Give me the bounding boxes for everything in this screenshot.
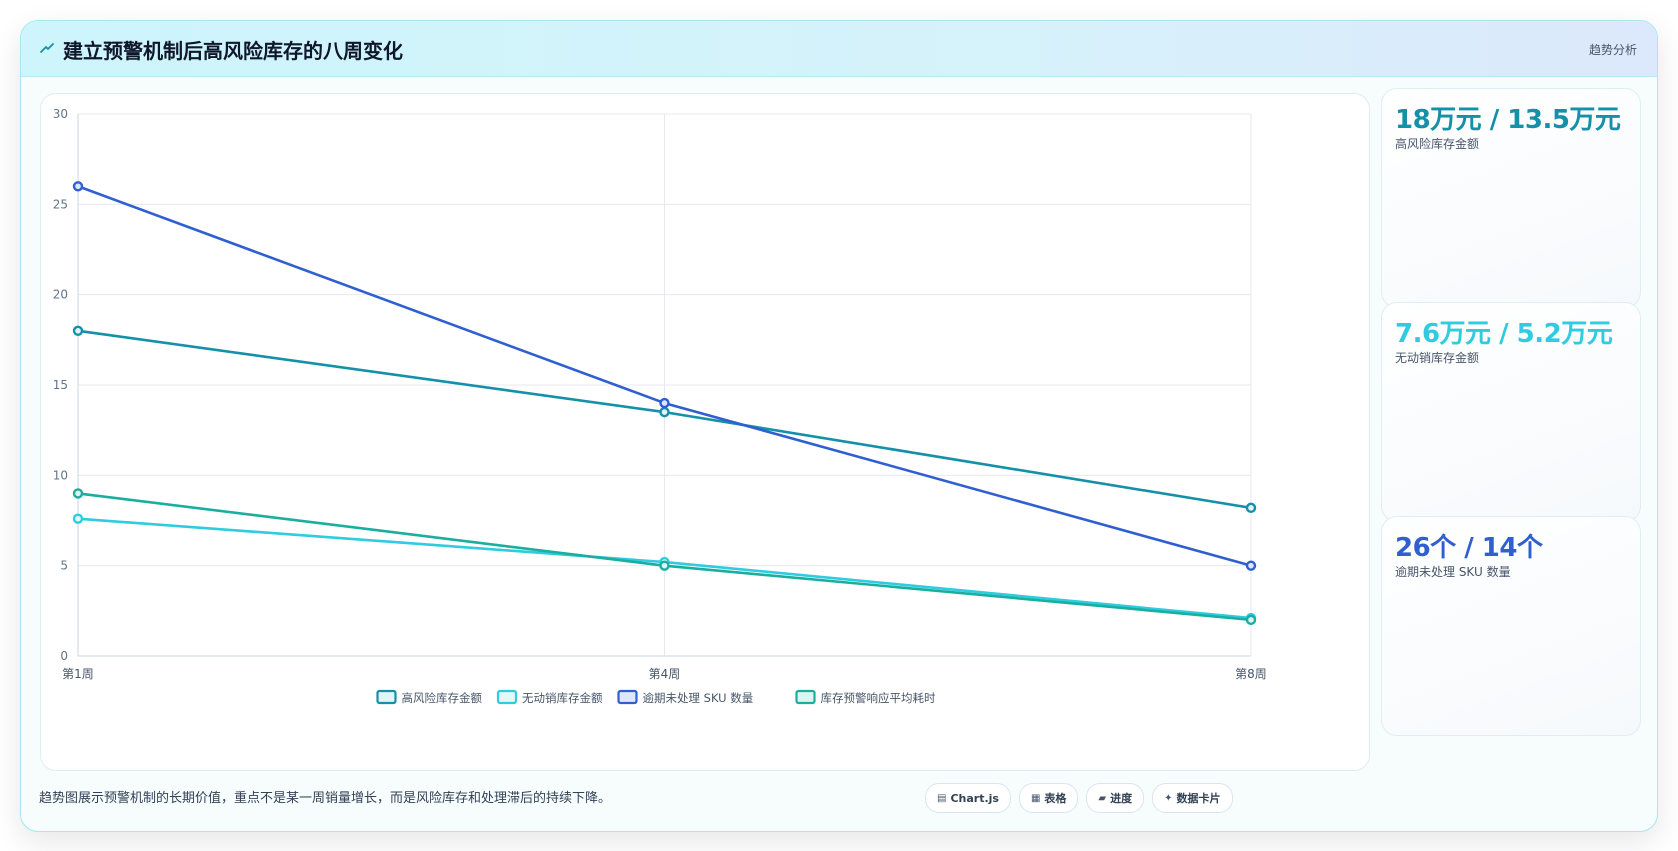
chart-panel: 0 5 10 15 20 25 30 第1周 第4周 第8周高风险库存金额 无动销库存金额 逾期未处理… xyxy=(40,93,1370,771)
stat-label: 逾期未处理 SKU 数量 xyxy=(1395,565,1511,579)
chip-chartjs[interactable]: ▤ Chart.js xyxy=(925,783,1011,813)
trend-icon xyxy=(40,43,54,53)
stat-value: 7.6万元 / 5.2万元 xyxy=(1395,319,1613,349)
stat-card-no-sales: 7.6万元 / 5.2万元 无动销库存金额 xyxy=(1381,302,1641,522)
y-tick-label: 20 xyxy=(53,288,68,302)
data-point xyxy=(72,488,84,499)
footer-note: 趋势图展示预警机制的长期价值，重点不是某一周销量增长，而是风险库存和处理滞后的持… xyxy=(39,791,612,806)
data-point xyxy=(72,513,84,524)
stat-value: 18万元 / 13.5万元 xyxy=(1395,105,1621,135)
y-tick-label: 15 xyxy=(53,378,68,392)
legend-swatch xyxy=(376,689,397,705)
chip-data-cards[interactable]: ✦ 数据卡片 xyxy=(1152,783,1233,813)
data-point xyxy=(1245,614,1257,626)
y-tick-label: 0 xyxy=(60,649,68,663)
header-tag: 趋势分析 xyxy=(1588,43,1637,57)
table-icon: ▦ xyxy=(1030,792,1041,804)
legend-swatch xyxy=(496,689,518,705)
stat-card-high-risk: 18万元 / 13.5万元 高风险库存金额 xyxy=(1381,88,1641,308)
chip-label: 数据卡片 xyxy=(1176,792,1221,805)
data-point xyxy=(659,397,670,409)
data-point xyxy=(1245,502,1257,514)
data-point xyxy=(1245,560,1257,571)
sparkle-icon: ✦ xyxy=(1164,792,1173,804)
legend-swatch xyxy=(617,689,638,705)
legend-label: 逾期未处理 SKU 数量 xyxy=(643,691,754,705)
card-header: 建立预警机制后高风险库存的八周变化 趋势分析 xyxy=(21,21,1657,77)
chip-progress[interactable]: ▰ 进度 xyxy=(1086,783,1145,813)
chart-icon: ▤ xyxy=(937,792,947,804)
legend-label: 高风险库存金额 xyxy=(402,691,483,705)
legend-label: 无动销库存金额 xyxy=(522,691,603,705)
y-tick-label: 30 xyxy=(53,107,68,121)
x-tick-label: 第1周 xyxy=(62,667,94,681)
progress-icon: ▰ xyxy=(1098,792,1107,804)
data-point xyxy=(72,181,84,192)
chip-table[interactable]: ▦ 表格 xyxy=(1018,783,1079,813)
chip-label: Chart.js xyxy=(950,791,999,805)
y-tick-label: 25 xyxy=(53,197,68,211)
trend-card: 建立预警机制后高风险库存的八周变化 趋势分析 0 5 10 15 20 25 30 第1周 第4… xyxy=(20,20,1658,832)
data-point xyxy=(72,325,84,337)
page-title: 建立预警机制后高风险库存的八周变化 xyxy=(63,39,403,63)
y-tick-label: 10 xyxy=(53,468,68,482)
data-point xyxy=(659,406,670,418)
x-tick-label: 第4周 xyxy=(649,667,681,681)
legend-swatch xyxy=(795,689,816,705)
stat-label: 高风险库存金额 xyxy=(1395,137,1480,151)
chip-group: ▤ Chart.js ▦ 表格 ▰ 进度 ✦ 数据卡片 xyxy=(925,783,1233,813)
stat-label: 无动销库存金额 xyxy=(1395,351,1480,365)
legend-label: 库存预警响应平均耗时 xyxy=(821,691,936,705)
data-point xyxy=(659,560,670,571)
x-tick-label: 第8周 xyxy=(1235,667,1267,681)
chip-label: 表格 xyxy=(1044,792,1067,805)
y-tick-label: 5 xyxy=(60,559,68,573)
stat-card-overdue-sku: 26个 / 14个 逾期未处理 SKU 数量 xyxy=(1381,516,1641,736)
stat-value: 26个 / 14个 xyxy=(1395,533,1543,563)
chip-label: 进度 xyxy=(1110,792,1133,805)
